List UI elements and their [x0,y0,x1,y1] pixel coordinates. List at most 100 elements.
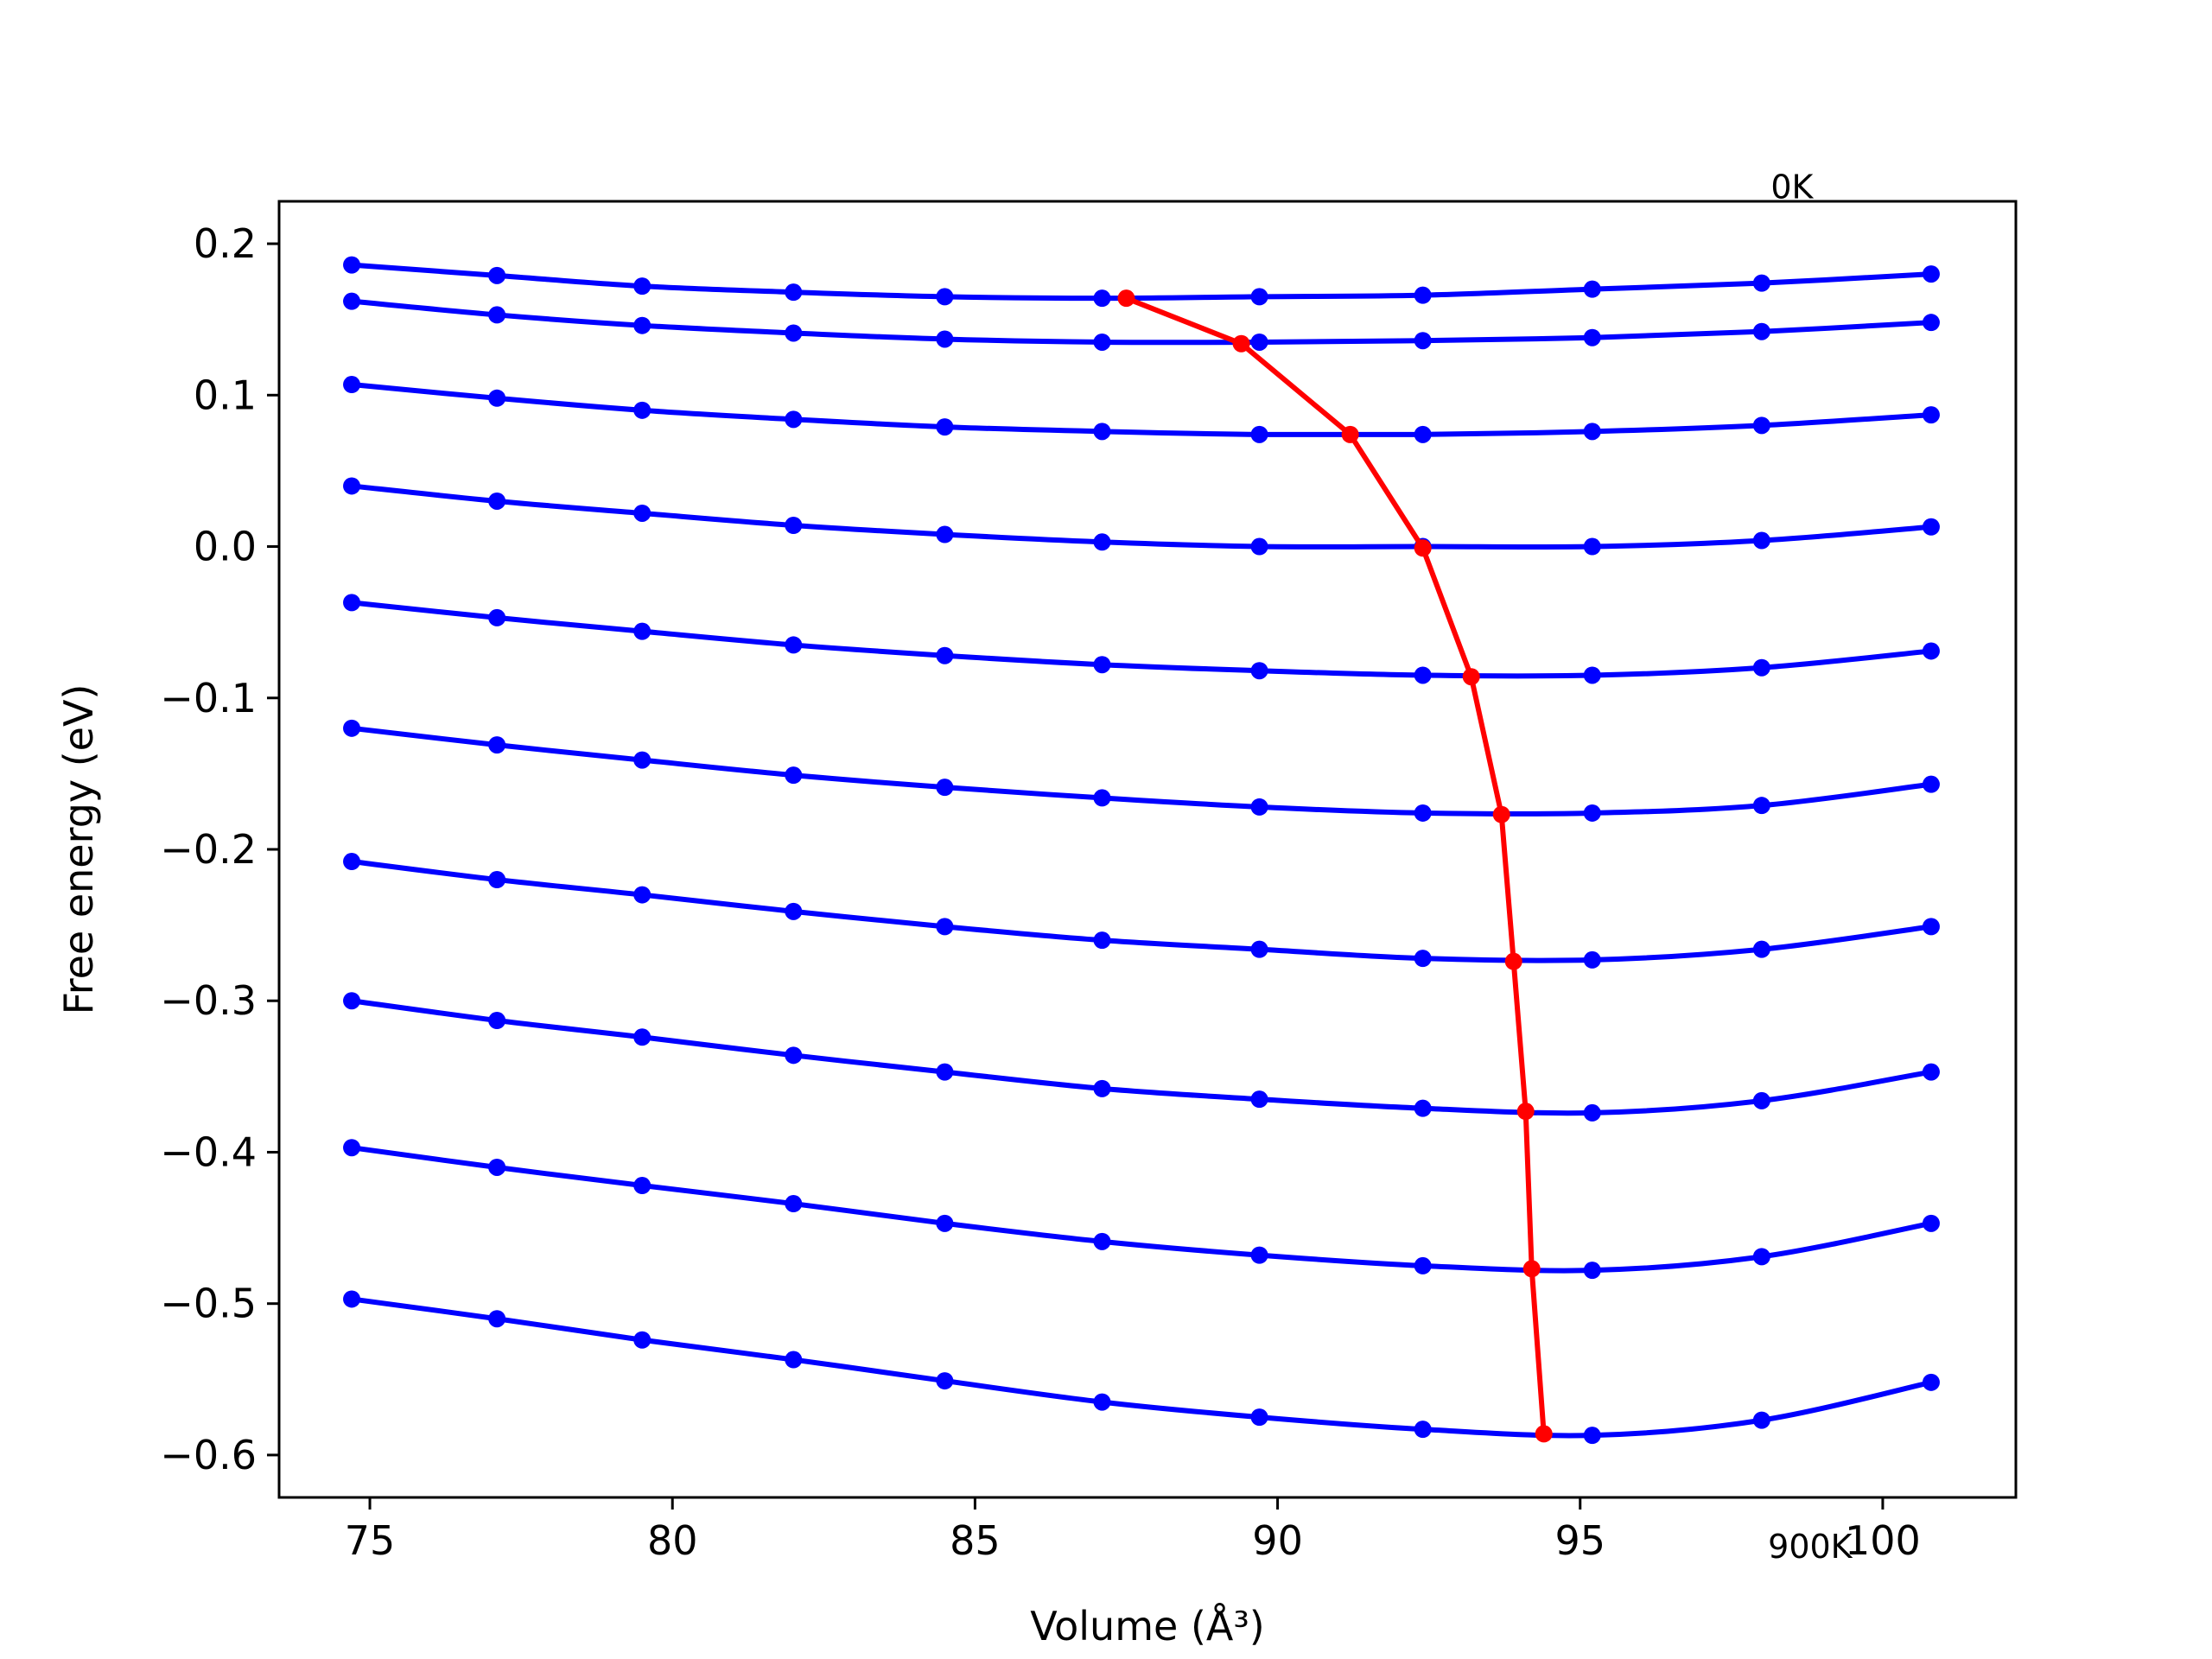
minimum-point [1504,952,1522,970]
data-point [343,292,361,310]
data-point [1093,1232,1111,1250]
data-point [343,719,361,737]
data-point [1093,1079,1111,1097]
minimum-point [1232,334,1250,353]
data-point [1583,423,1601,441]
data-point [936,1063,954,1081]
minimum-point [1492,805,1510,823]
minimum-point [1414,539,1432,557]
x-tick-label: 80 [647,1517,698,1564]
data-point [343,853,361,871]
series-4 [343,594,1940,684]
data-point [1093,333,1111,351]
data-point [1922,1063,1940,1081]
data-point [1250,1090,1268,1109]
data-point [785,410,803,429]
data-point [1583,804,1601,822]
data-point [1752,1248,1770,1266]
y-tick-label: −0.5 [160,1281,257,1327]
data-point [936,330,954,348]
data-point [633,504,652,522]
data-point [488,306,506,324]
data-point [343,594,361,612]
data-point [1093,789,1111,807]
series-7 [343,992,1940,1122]
series-line [349,382,1934,438]
data-point [1414,425,1432,443]
data-point [936,418,954,436]
data-point [1583,328,1601,346]
minimum-point [1462,668,1480,686]
data-point [1922,406,1940,424]
data-point [1922,918,1940,936]
series-line [349,859,1934,963]
data-point [633,401,652,419]
data-point [1752,1091,1770,1109]
data-point [1250,1246,1268,1264]
data-point [343,376,361,394]
data-point [633,622,652,640]
series-3 [343,477,1940,556]
x-axis-label: Volume (Å³) [1030,1603,1265,1649]
data-point [488,608,506,626]
x-tick-label: 90 [1252,1517,1303,1564]
data-point [488,736,506,754]
minimum-point [1117,289,1135,308]
y-tick-label: 0.1 [194,372,257,418]
minimum-point [1522,1260,1541,1278]
data-point [1922,642,1940,660]
series-layer [343,256,1940,1445]
data-point [1414,286,1432,304]
data-point [785,1351,803,1369]
data-point [343,477,361,495]
data-point [1752,274,1770,292]
data-point [1922,314,1940,332]
series-2 [343,376,1940,443]
data-point [1583,1427,1601,1445]
series-9 [343,1290,1940,1445]
data-point [1922,265,1940,283]
data-point [785,283,803,302]
data-point [488,1158,506,1176]
data-point [1093,533,1111,551]
y-tick-label: −0.2 [160,826,257,873]
data-point [1414,1099,1432,1117]
data-point [488,1012,506,1030]
data-point [1752,1411,1770,1429]
data-point [785,517,803,534]
data-point [488,871,506,889]
data-point [1250,940,1268,958]
data-point [936,525,954,543]
data-point [633,1331,652,1349]
data-point [633,886,652,904]
data-point [785,1195,803,1213]
y-tick-label: 0.2 [194,220,257,267]
data-point [1414,332,1432,350]
data-point [1583,1103,1601,1122]
series-line [349,298,1934,346]
data-point [785,636,803,654]
data-point [1752,797,1770,815]
data-point [1922,775,1940,793]
data-point [785,1046,803,1065]
minimum-point [1516,1103,1535,1121]
data-point [1250,333,1268,351]
data-point [633,1177,652,1195]
data-point [936,1214,954,1232]
minimum-curve-layer [1117,289,1553,1443]
x-ticks: 75 80 85 90 95 100 [345,1497,1921,1564]
series-line [349,483,1934,550]
data-point [1583,537,1601,556]
data-point [936,288,954,306]
data-point [936,918,954,936]
x-tick-label: 75 [345,1517,396,1564]
data-point [1752,416,1770,435]
series-line [349,725,1934,817]
data-point [1093,931,1111,950]
data-point [343,256,361,274]
data-point [1583,280,1601,298]
data-point [936,1372,954,1390]
x-tick-label: 100 [1845,1517,1921,1564]
data-point [1093,656,1111,674]
data-point [936,779,954,797]
